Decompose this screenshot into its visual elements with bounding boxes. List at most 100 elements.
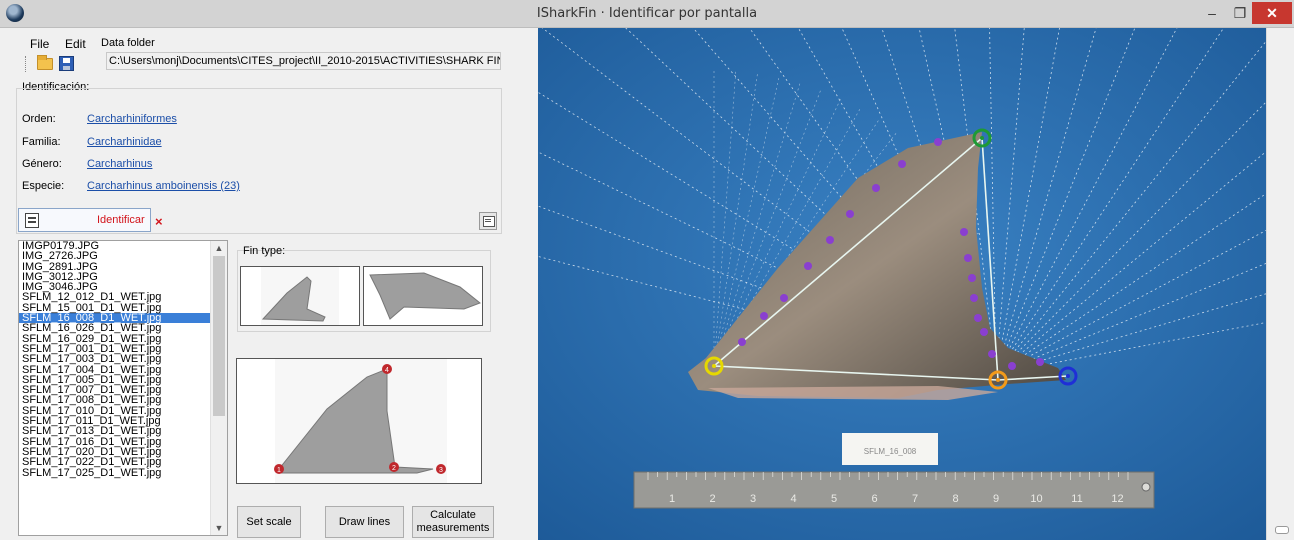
outline-point[interactable] bbox=[760, 312, 768, 320]
landmark-4-marker[interactable] bbox=[972, 128, 992, 148]
frame-line bbox=[981, 137, 999, 381]
ruler-number: 9 bbox=[993, 493, 999, 505]
fin-base-tissue bbox=[708, 386, 998, 400]
file-list-item[interactable]: SFLM_17_005_D1_WET.jpg bbox=[22, 373, 162, 386]
sample-tag-text: SFLM_16_008 bbox=[864, 447, 917, 456]
file-list-item[interactable]: IMG_3012.JPG bbox=[22, 270, 98, 283]
orden-link[interactable]: Carcharhiniformes bbox=[87, 113, 177, 125]
file-list-item[interactable]: SFLM_17_022_D1_WET.jpg bbox=[22, 456, 162, 469]
identificar-button[interactable]: Identificar bbox=[18, 208, 151, 232]
fin-type-pectoral-option[interactable] bbox=[363, 266, 483, 326]
outline-point[interactable] bbox=[826, 236, 834, 244]
file-list-item[interactable]: SFLM_17_007_D1_WET.jpg bbox=[22, 384, 162, 397]
ray-line bbox=[995, 263, 1266, 375]
outline-point[interactable] bbox=[934, 138, 942, 146]
outline-point[interactable] bbox=[960, 228, 968, 236]
file-list-item[interactable]: SFLM_16_008_D1_WET.jpg bbox=[19, 312, 227, 324]
especie-link[interactable]: Carcharhinus amboinensis (23) bbox=[87, 180, 240, 192]
sample-tag: SFLM_16_008 bbox=[842, 433, 938, 465]
file-list-item[interactable]: SFLM_15_001_D1_WET.jpg bbox=[22, 301, 162, 314]
minimize-button[interactable]: – bbox=[1208, 5, 1216, 21]
outline-point[interactable] bbox=[988, 350, 996, 358]
outline-point[interactable] bbox=[1008, 362, 1016, 370]
title-bar: ISharkFin · Identificar por pantalla – ❐… bbox=[0, 0, 1294, 28]
ruler-number: 8 bbox=[952, 493, 958, 505]
restore-button[interactable]: ❐ bbox=[1233, 5, 1247, 21]
ray-line bbox=[995, 40, 1266, 375]
properties-icon[interactable] bbox=[479, 212, 497, 230]
fin-type-group bbox=[237, 250, 491, 332]
file-list-item[interactable]: IMG_2891.JPG bbox=[22, 260, 98, 273]
landmark-3-marker[interactable] bbox=[1058, 366, 1078, 386]
ray-line bbox=[995, 28, 1136, 375]
familia-link[interactable]: Carcharhinidae bbox=[87, 136, 162, 148]
menu-edit[interactable]: Edit bbox=[65, 37, 86, 51]
outline-point[interactable] bbox=[846, 210, 854, 218]
menu-file[interactable]: File bbox=[30, 37, 50, 51]
file-list-item[interactable]: IMG_3046.JPG bbox=[22, 281, 98, 294]
landmark-2-marker[interactable] bbox=[988, 370, 1008, 390]
outline-point[interactable] bbox=[980, 328, 988, 336]
window-title: ISharkFin · Identificar por pantalla bbox=[536, 6, 758, 21]
scroll-thumb[interactable] bbox=[213, 256, 225, 416]
file-list-scrollbar[interactable]: ▲ ▼ bbox=[210, 241, 227, 535]
scroll-down-icon[interactable]: ▼ bbox=[214, 523, 224, 533]
toolbar-grip bbox=[25, 56, 27, 72]
data-folder-path[interactable]: C:\Users\monj\Documents\CITES_project\II… bbox=[106, 52, 501, 70]
landmark-2-label: 2 bbox=[392, 465, 396, 472]
landmark-1-label: 1 bbox=[277, 467, 281, 474]
outline-point[interactable] bbox=[780, 294, 788, 302]
outline-point[interactable] bbox=[1036, 358, 1044, 366]
file-list-item[interactable]: SFLM_16_029_D1_WET.jpg bbox=[22, 332, 162, 345]
outline-point[interactable] bbox=[968, 274, 976, 282]
outline-point[interactable] bbox=[872, 184, 880, 192]
file-list-item[interactable]: SFLM_17_004_D1_WET.jpg bbox=[22, 363, 162, 376]
file-list-item[interactable]: SFLM_17_016_D1_WET.jpg bbox=[22, 435, 162, 448]
file-list-item[interactable]: SFLM_17_010_D1_WET.jpg bbox=[22, 404, 162, 417]
file-list-item[interactable]: SFLM_12_012_D1_WET.jpg bbox=[22, 291, 162, 304]
landmark-1-marker[interactable] bbox=[704, 356, 724, 376]
outline-point[interactable] bbox=[804, 262, 812, 270]
file-list-item[interactable]: SFLM_17_001_D1_WET.jpg bbox=[22, 342, 162, 355]
save-icon[interactable] bbox=[59, 56, 74, 71]
file-list-item[interactable]: IMGP0179.JPG bbox=[22, 240, 100, 252]
outline-point[interactable] bbox=[964, 254, 972, 262]
file-list-item[interactable]: SFLM_17_025_D1_WET.jpg bbox=[22, 466, 162, 479]
draw-lines-button[interactable]: Draw lines bbox=[325, 506, 404, 538]
landmark-3-label: 3 bbox=[439, 467, 443, 474]
set-scale-button[interactable]: Set scale bbox=[237, 506, 301, 538]
identificacion-group bbox=[16, 88, 502, 234]
app-icon bbox=[6, 4, 24, 22]
close-button[interactable]: ✕ bbox=[1252, 2, 1292, 24]
outline-point[interactable] bbox=[738, 338, 746, 346]
landmark-diagram: 1 2 3 4 bbox=[236, 358, 482, 484]
landmark-2-marker-center bbox=[996, 378, 1000, 382]
right-scrollbar[interactable] bbox=[1266, 28, 1294, 540]
file-list[interactable]: IMGP0179.JPG IMG_2726.JPG IMG_2891.JPG IMG_… bbox=[18, 240, 228, 536]
shark-fin-shape bbox=[688, 132, 1066, 398]
file-list-item[interactable]: SFLM_17_008_D1_WET.jpg bbox=[22, 394, 162, 407]
file-list-item[interactable]: SFLM_16_026_D1_WET.jpg bbox=[22, 322, 162, 335]
file-list-item[interactable]: SFLM_17_011_D1_WET.jpg bbox=[22, 415, 161, 428]
file-list-item[interactable]: SFLM_17_003_D1_WET.jpg bbox=[22, 353, 162, 366]
scroll-up-icon[interactable]: ▲ bbox=[214, 243, 224, 253]
ray-line bbox=[995, 101, 1266, 375]
genero-link[interactable]: Carcharhinus bbox=[87, 158, 153, 170]
clear-button[interactable]: × bbox=[155, 214, 163, 229]
left-panel: File Edit Data folder C:\Users\monj\Docu… bbox=[0, 28, 538, 540]
frame-line bbox=[997, 375, 1069, 381]
file-list-item[interactable]: SFLM_17_020_D1_WET.jpg bbox=[22, 445, 162, 458]
outline-point[interactable] bbox=[898, 160, 906, 168]
file-list-item[interactable]: IMG_2726.JPG bbox=[22, 250, 98, 263]
landmark-4-marker-center bbox=[980, 136, 984, 140]
open-folder-icon[interactable] bbox=[37, 55, 53, 70]
identify-icon bbox=[25, 213, 39, 228]
file-list-item[interactable]: SFLM_17_013_D1_WET.jpg bbox=[22, 425, 162, 438]
resize-grip-icon[interactable] bbox=[1275, 526, 1289, 534]
outline-point[interactable] bbox=[970, 294, 978, 302]
calculate-measurements-button[interactable]: Calculate measurements bbox=[412, 506, 494, 538]
fin-type-dorsal-option[interactable] bbox=[240, 266, 360, 326]
fin-photo-canvas[interactable]: SFLM_16_008 1 2 3 4 5 6 7 8 9 10 11 12 bbox=[538, 28, 1266, 540]
outline-point[interactable] bbox=[974, 314, 982, 322]
ruler-number: 4 bbox=[790, 493, 796, 505]
